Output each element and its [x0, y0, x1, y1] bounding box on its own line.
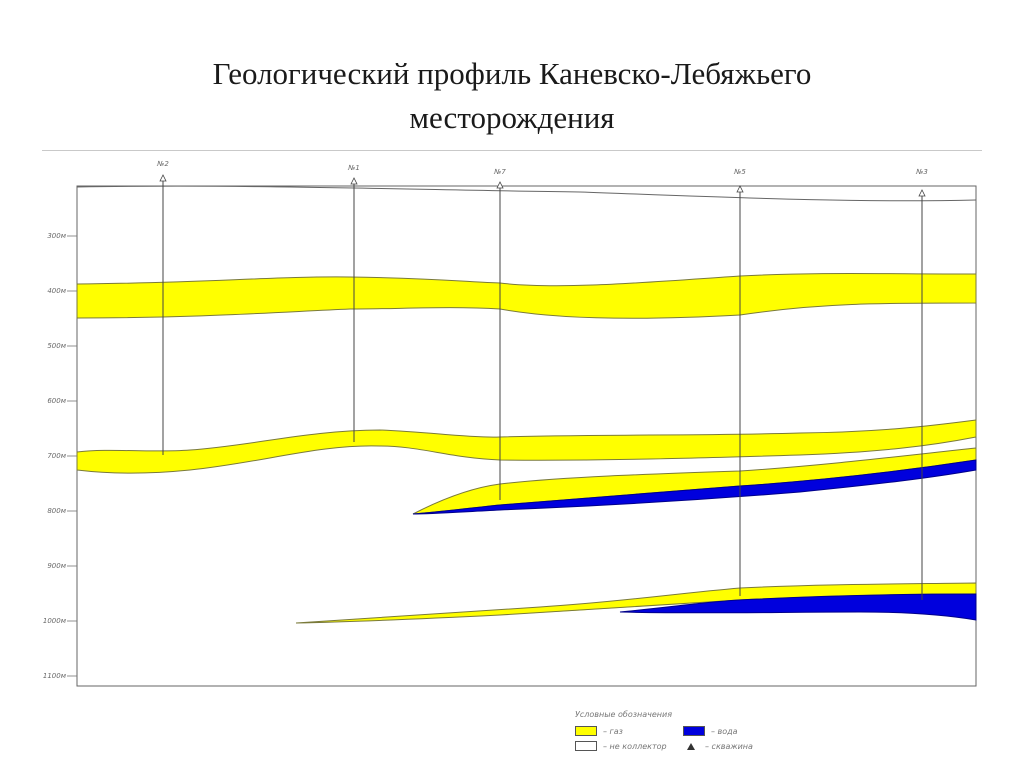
depth-label-700: 700м: [47, 452, 66, 460]
well-2-triangle-icon: [159, 174, 167, 182]
legend-water-label: – вода: [711, 726, 738, 736]
well-5-triangle-icon: [736, 185, 744, 193]
legend-noncollector-label: – не коллектор: [603, 741, 667, 751]
well-5-label: №5: [733, 168, 746, 176]
depth-label-500: 500м: [47, 342, 66, 350]
depth-label-400: 400м: [47, 287, 66, 295]
depth-label-600: 600м: [47, 397, 66, 405]
well-5: №5: [733, 168, 746, 596]
title-line-1: Геологический профиль Каневско-Лебяжьего: [212, 56, 812, 91]
legend-title: Условные обозначения: [575, 710, 673, 719]
legend-gas-label: – газ: [603, 726, 623, 736]
legend-item-well: – скважина: [679, 739, 753, 753]
depth-label-300: 300м: [47, 232, 66, 240]
noncollector-swatch-icon: [575, 741, 597, 751]
gas-swatch-icon: [575, 726, 597, 736]
legend-item-noncollector: – не коллектор: [575, 739, 667, 753]
depth-label-800: 800м: [47, 507, 66, 515]
well-2: №2: [156, 160, 169, 455]
water-lens-lower: [619, 593, 977, 621]
water-swatch-icon: [683, 726, 705, 736]
gas-lens-lower: [295, 582, 977, 624]
well-7-label: №7: [493, 168, 506, 176]
depth-scale: 300м 400м 500м 600м 700м 800м 900м 1000м…: [43, 232, 77, 680]
well-3-label: №3: [915, 168, 928, 176]
gas-layer-middle: [76, 419, 977, 474]
well-7-triangle-icon: [496, 181, 504, 189]
title-divider: [42, 150, 982, 151]
depth-label-1000: 1000м: [43, 617, 67, 625]
well-3-triangle-icon: [918, 189, 926, 197]
well-2-label: №2: [156, 160, 169, 168]
title-line-2: месторождения: [409, 100, 615, 135]
slide-title: Геологический профиль Каневско-Лебяжьего…: [0, 52, 1024, 140]
legend-item-gas: – газ: [575, 724, 623, 738]
well-triangle-icon: [687, 742, 695, 750]
well-1-triangle-icon: [350, 177, 358, 185]
legend-item-water: – вода: [683, 724, 738, 738]
gas-layer-upper: [76, 273, 977, 319]
legend-well-label: – скважина: [705, 741, 753, 751]
depth-label-1100: 1100м: [43, 672, 67, 680]
ground-surface: [76, 185, 977, 202]
legend: Условные обозначения – газ – вода – не к…: [575, 710, 775, 766]
well-1: №1: [347, 164, 360, 442]
well-1-label: №1: [347, 164, 360, 172]
well-7: №7: [493, 168, 506, 500]
water-lens-middle: [412, 459, 977, 515]
well-3: №3: [915, 168, 928, 600]
depth-label-900: 900м: [47, 562, 66, 570]
